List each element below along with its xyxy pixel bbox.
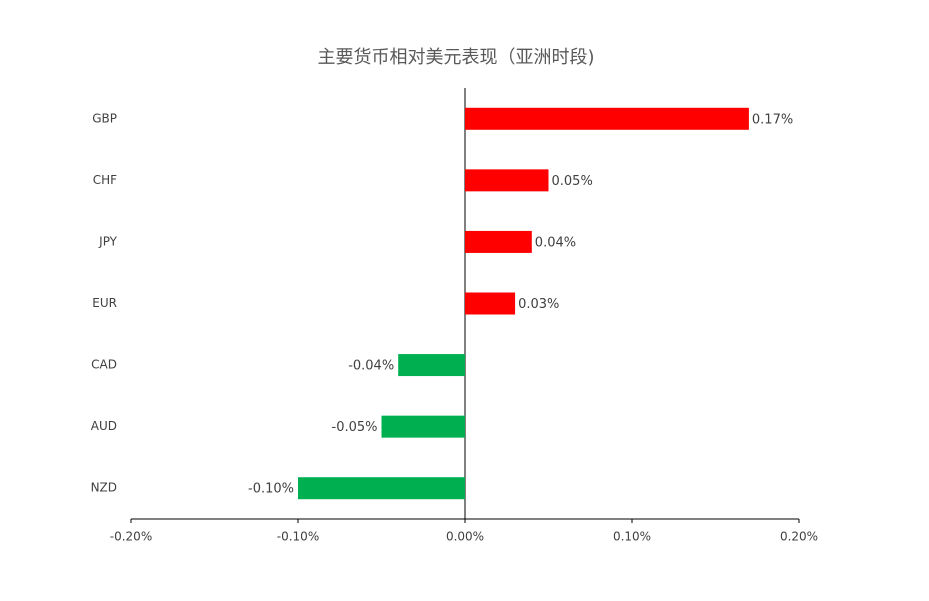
bar — [465, 107, 749, 130]
x-tick-label: -0.10% — [277, 530, 319, 544]
value-label: 0.05% — [552, 174, 593, 189]
y-tick-label: GBP — [92, 111, 117, 125]
bar — [465, 230, 532, 253]
x-tick-label: -0.20% — [110, 530, 152, 544]
value-label: -0.04% — [348, 359, 394, 374]
value-label: 0.04% — [535, 235, 576, 250]
bar — [381, 415, 465, 438]
y-tick-label: AUD — [91, 419, 117, 433]
x-tick-label: 0.20% — [780, 530, 818, 544]
bar — [465, 292, 516, 315]
y-tick-label: NZD — [91, 481, 117, 495]
bar — [298, 477, 465, 500]
bar — [465, 169, 549, 192]
y-tick-label: EUR — [92, 296, 117, 310]
chart-title: 主要货币相对美元表现（亚洲时段) — [317, 47, 594, 68]
y-tick-label: JPY — [98, 234, 118, 248]
value-label: 0.17% — [752, 112, 793, 127]
x-tick-label: 0.10% — [613, 530, 651, 544]
value-label: -0.05% — [332, 420, 378, 435]
y-tick-label: CHF — [93, 173, 117, 187]
value-label: -0.10% — [248, 482, 294, 497]
y-tick-label: CAD — [91, 358, 117, 372]
bar — [398, 354, 465, 377]
value-label: 0.03% — [518, 297, 559, 312]
x-tick-label: 0.00% — [446, 530, 484, 544]
